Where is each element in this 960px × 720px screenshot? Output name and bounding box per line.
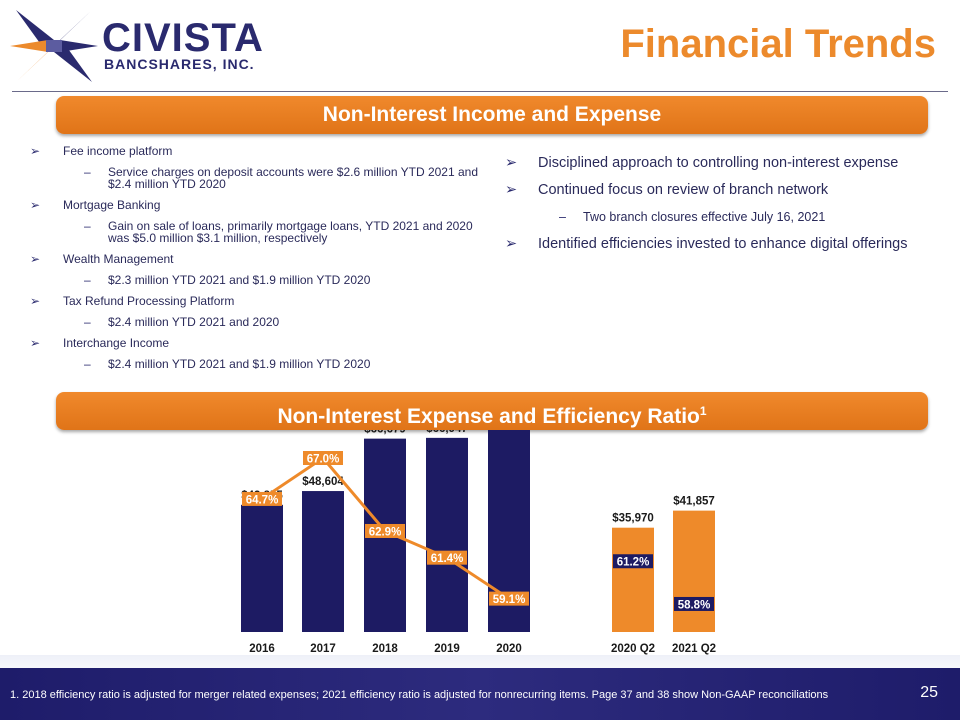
bar-2020-Q2	[612, 527, 654, 632]
x-tick-label: 2019	[434, 643, 460, 655]
section-title-text: Non-Interest Expense and Efficiency Rati…	[277, 405, 700, 428]
bar-value-label: $35,970	[612, 513, 654, 525]
bullet-item: Interchange Income	[30, 337, 490, 349]
x-tick-label: 2018	[372, 643, 398, 655]
bar-2021-Q2	[673, 510, 715, 632]
logo-subtitle: BANCSHARES, INC.	[104, 56, 255, 72]
ratio-label: 62.9%	[369, 526, 402, 538]
sub-bullet-item: $2.4 million YTD 2021 and $1.9 million Y…	[30, 358, 490, 370]
sub-bullet-item: Gain on sale of loans, primarily mortgag…	[30, 220, 490, 244]
ratio-label-box	[365, 523, 405, 538]
ratio-label-box	[427, 550, 467, 565]
bar-2019	[426, 437, 468, 632]
section-banner-efficiency-ratio: Non-Interest Expense and Efficiency Rati…	[56, 392, 928, 430]
bar-2017	[302, 491, 344, 632]
x-tick-label: 2016	[249, 643, 275, 655]
ratio-label: 64.7%	[246, 494, 279, 506]
section-banner-income-expense: Non-Interest Income and Expense	[56, 96, 928, 134]
ratio-label-box	[303, 451, 343, 465]
ratio-label-box	[613, 554, 653, 569]
bullet-item: Continued focus on review of branch netw…	[505, 182, 925, 199]
ratio-label: 67.0%	[307, 454, 340, 466]
sub-bullet-item: $2.4 million YTD 2021 and 2020	[30, 316, 490, 328]
ratio-label: 58.8%	[678, 599, 711, 611]
header-divider	[12, 91, 948, 92]
x-tick-label: 2017	[310, 643, 336, 655]
ratio-label-box	[489, 591, 529, 606]
sub-bullet-item: Service charges on deposit accounts were…	[30, 166, 490, 190]
x-tick-label: 2020	[496, 643, 522, 655]
ratio-label: 59.1%	[493, 594, 526, 606]
bullet-item: Tax Refund Processing Platform	[30, 295, 490, 307]
bullet-item: Fee income platform	[30, 145, 490, 157]
civista-star-icon	[10, 10, 98, 82]
bar-value-label: $66,947	[426, 430, 468, 435]
page-title: Financial Trends	[620, 22, 936, 66]
bar-value-label: $41,857	[673, 496, 715, 508]
expense-efficiency-chart: $43,8552016$48,6042017$66,6792018$66,947…	[241, 430, 716, 655]
footnote-text: 1. 2018 efficiency ratio is adjusted for…	[10, 689, 829, 701]
bullet-item: Wealth Management	[30, 253, 490, 265]
civista-logo: CIVISTA BANCSHARES, INC.	[10, 10, 263, 82]
bullet-item: Disciplined approach to controlling non-…	[505, 155, 925, 172]
ratio-label: 61.2%	[617, 557, 650, 569]
bar-value-label: $48,604	[302, 476, 344, 488]
bar-value-label: $66,679	[364, 430, 406, 436]
ratio-label-box	[242, 491, 282, 506]
sub-bullet-item: Two branch closures effective July 16, 2…	[505, 209, 925, 226]
fee-income-list: Fee income platform Service charges on d…	[30, 145, 490, 379]
page-number: 25	[920, 684, 938, 701]
sub-bullet-item: $2.3 million YTD 2021 and $1.9 million Y…	[30, 274, 490, 286]
expense-strategy-list: Disciplined approach to controlling non-…	[505, 155, 925, 263]
logo-wordmark: CIVISTA	[102, 16, 264, 60]
x-tick-label: 2021 Q2	[672, 643, 716, 655]
ratio-label: 61.4%	[431, 553, 464, 565]
bullet-item: Identified efficiencies invested to enha…	[505, 236, 925, 253]
bullet-item: Mortgage Banking	[30, 199, 490, 211]
ratio-label-box	[674, 596, 714, 611]
footnote-marker: 1	[699, 404, 707, 418]
footer-band	[0, 668, 960, 720]
bar-2016	[241, 504, 283, 632]
x-tick-label: 2020 Q2	[611, 643, 655, 655]
